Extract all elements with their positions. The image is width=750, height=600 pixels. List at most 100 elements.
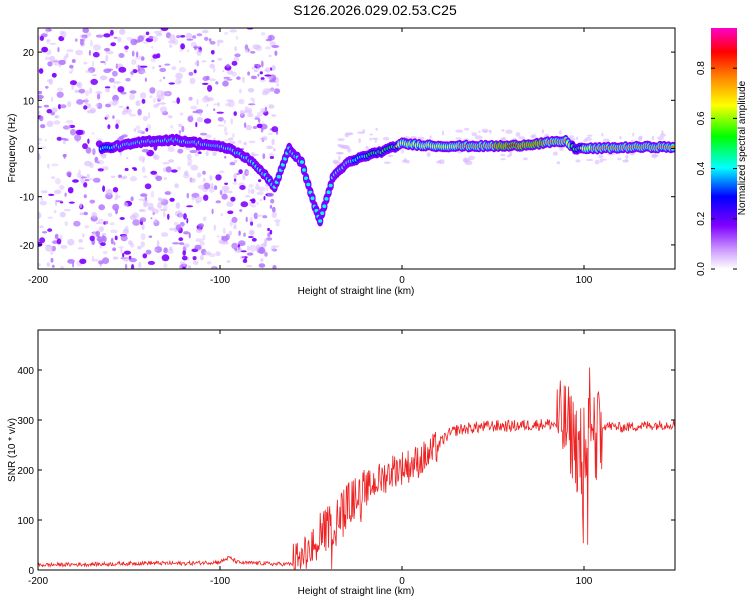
noise-blob (265, 46, 271, 50)
noise-blob (135, 125, 141, 130)
noise-blob (224, 155, 227, 159)
noise-blob (124, 167, 129, 172)
noise-blob (229, 161, 236, 166)
noise-blob (187, 264, 192, 269)
noise-blob (265, 185, 269, 191)
noise-blob (96, 93, 101, 100)
noise-blob (49, 42, 57, 45)
noise-blob (271, 65, 276, 71)
noise-blob (175, 72, 183, 80)
noise-blob (256, 111, 264, 117)
noise-blob (252, 98, 255, 105)
noise-blob (125, 157, 129, 160)
noise-blob (202, 76, 209, 82)
noise-blob (197, 172, 202, 178)
noise-blob (156, 89, 164, 97)
noise-blob (187, 115, 194, 123)
y-tick-label: 0 (28, 145, 34, 156)
noise-blob (223, 76, 231, 79)
noise-blob (250, 97, 254, 101)
noise-blob (87, 103, 92, 109)
noise-blob (105, 54, 109, 62)
noise-blob (40, 196, 43, 201)
noise-blob (250, 221, 254, 226)
ridge-core (318, 219, 323, 223)
noise-blob (107, 124, 111, 130)
noise-blob (142, 41, 149, 44)
noise-blob (126, 108, 132, 115)
noise-blob (201, 60, 207, 63)
noise-blob (271, 248, 278, 252)
colorbar-tick-label: 0.4 (696, 161, 707, 175)
noise-blob (196, 49, 202, 56)
noise-blob (275, 221, 280, 227)
noise-blob (259, 71, 263, 75)
noise-blob (182, 266, 186, 269)
noise-blob (247, 88, 255, 93)
noise-blob (227, 190, 233, 194)
noise-blob (405, 159, 410, 164)
noise-blob (232, 225, 237, 230)
noise-blob (77, 247, 85, 250)
noise-blob (60, 244, 68, 249)
noise-blob (113, 84, 116, 89)
noise-blob (94, 156, 99, 163)
noise-blob (168, 44, 173, 48)
noise-blob (233, 111, 237, 116)
noise-blob (137, 35, 144, 42)
noise-blob (100, 242, 106, 247)
noise-blob (97, 168, 104, 172)
noise-blob (159, 67, 167, 73)
noise-blob (265, 38, 271, 42)
noise-blob (51, 107, 58, 113)
noise-blob (265, 67, 271, 73)
noise-blob (137, 129, 143, 134)
noise-blob (73, 220, 81, 227)
noise-blob (51, 163, 59, 167)
noise-blob (50, 176, 56, 179)
y-tick-label: 200 (17, 466, 34, 477)
noise-blob (95, 90, 103, 95)
noise-blob (226, 260, 231, 264)
noise-blob (119, 151, 123, 156)
noise-blob (248, 183, 254, 188)
noise-blob (45, 244, 52, 247)
noise-blob (132, 219, 141, 226)
snr-x-axis: -200 -100 0 100 (28, 330, 593, 587)
noise-blob (202, 170, 206, 175)
noise-blob (632, 132, 635, 137)
noise-blob (133, 128, 137, 133)
noise-blob (251, 198, 256, 204)
noise-blob (227, 210, 234, 215)
noise-blob (235, 35, 239, 40)
noise-blob (104, 47, 111, 52)
noise-blob (68, 201, 75, 204)
noise-blob (268, 104, 275, 109)
noise-blob (374, 139, 377, 143)
noise-blob (248, 187, 250, 195)
noise-blob (117, 86, 125, 93)
colorbar-ticks: 0.0 0.2 0.4 0.6 0.8 (696, 61, 737, 276)
noise-blob (267, 192, 274, 197)
noise-blob (114, 99, 119, 105)
noise-blob (67, 101, 72, 108)
noise-blob (233, 178, 237, 182)
noise-blob (594, 159, 600, 165)
noise-blob (63, 208, 71, 212)
noise-blob (53, 59, 59, 66)
noise-blob (243, 141, 247, 146)
noise-blob (190, 105, 198, 110)
noise-blob (177, 80, 182, 84)
noise-blob (245, 195, 251, 198)
spectrogram-ylabel: Frequency (Hz) (7, 114, 18, 183)
noise-blob (250, 188, 255, 194)
noise-blob (70, 128, 77, 136)
noise-blob (102, 185, 106, 192)
noise-blob (163, 210, 166, 218)
noise-blob (401, 148, 404, 154)
noise-blob (90, 78, 98, 85)
noise-blob (264, 251, 268, 257)
noise-blob (39, 115, 44, 122)
noise-blob (220, 213, 224, 217)
